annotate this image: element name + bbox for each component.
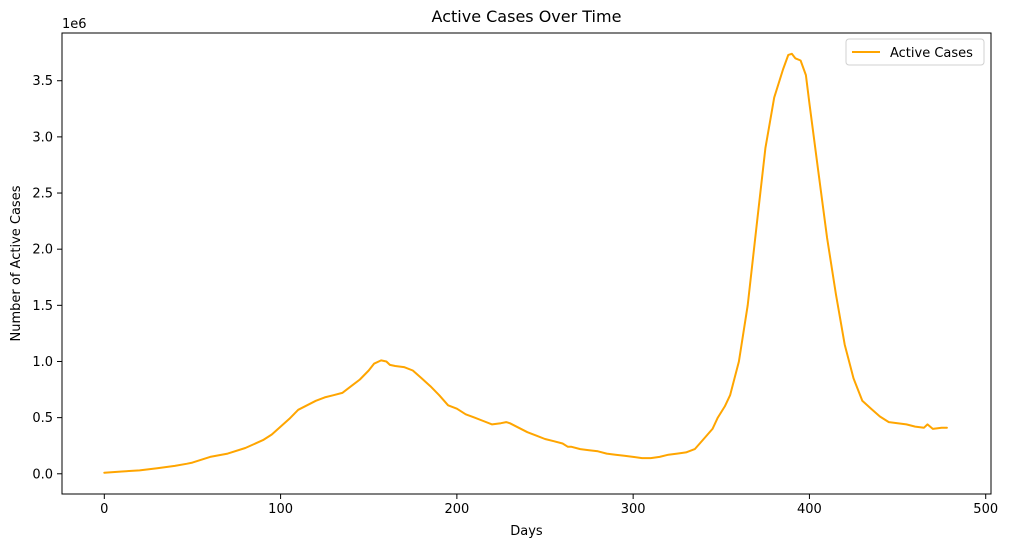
x-tick-label: 100	[268, 502, 293, 517]
series-line-active-cases	[103, 52, 948, 474]
y-tick-label: 2.0	[32, 243, 53, 258]
y-axis-label: Number of Active Cases	[9, 185, 24, 341]
y-tick-label: 0.5	[32, 411, 53, 426]
x-tick-label: 0	[100, 502, 108, 517]
legend: Active Cases	[845, 38, 985, 66]
x-tick-label: 200	[444, 502, 469, 517]
y-tick-label: 2.5	[32, 187, 53, 202]
series-layer	[103, 52, 948, 474]
x-axis-label: Days	[510, 524, 543, 539]
y-tick-label: 3.0	[32, 130, 53, 145]
x-tick-label: 500	[973, 502, 998, 517]
plot-area-frame	[61, 32, 992, 495]
x-tick-label: 300	[621, 502, 646, 517]
legend-box	[845, 38, 985, 66]
y-axis-offset-label: 1e6	[62, 17, 87, 32]
y-tick-label: 1.0	[32, 355, 53, 370]
y-tick-label: 1.5	[32, 299, 53, 314]
x-tick-label: 400	[797, 502, 822, 517]
y-axis-ticks: 0.0 0.5 1.0 1.5 2.0 2.5 3.0 3.5	[32, 74, 62, 482]
y-tick-label: 0.0	[32, 467, 53, 482]
x-axis-ticks: 0 100 200 300 400 500	[100, 494, 998, 517]
chart-title: Active Cases Over Time	[432, 7, 622, 26]
legend-label: Active Cases	[890, 46, 973, 61]
y-tick-label: 3.5	[32, 74, 53, 89]
